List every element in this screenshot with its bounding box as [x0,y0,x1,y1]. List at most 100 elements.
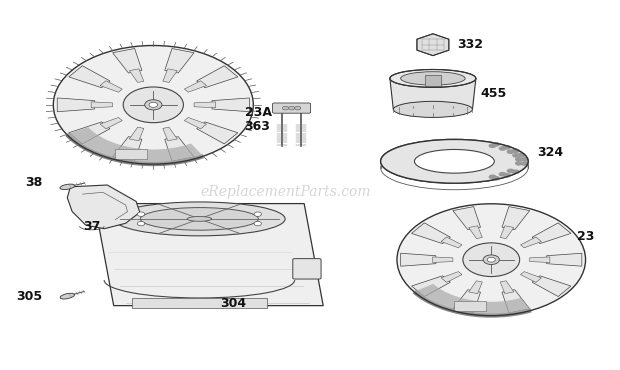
Circle shape [492,142,500,147]
Circle shape [138,221,144,226]
Circle shape [483,255,499,265]
Polygon shape [532,276,571,296]
Circle shape [463,243,520,276]
Polygon shape [500,281,514,294]
Circle shape [521,161,529,166]
Polygon shape [69,66,110,88]
Circle shape [512,169,520,174]
Polygon shape [401,253,436,266]
Circle shape [503,173,511,178]
Polygon shape [197,66,238,88]
Polygon shape [113,48,142,73]
Polygon shape [390,78,476,110]
Circle shape [53,46,254,164]
Text: 23A: 23A [246,105,272,119]
Circle shape [492,176,500,181]
Polygon shape [547,253,582,266]
Polygon shape [197,122,238,144]
Polygon shape [521,272,541,282]
Ellipse shape [414,149,494,173]
Polygon shape [184,81,206,92]
Circle shape [138,212,144,216]
Polygon shape [469,226,482,239]
Polygon shape [130,127,144,141]
Polygon shape [184,117,206,129]
Polygon shape [69,122,110,144]
Circle shape [518,152,526,157]
Polygon shape [212,98,249,112]
Ellipse shape [390,70,476,87]
Circle shape [487,257,495,262]
Polygon shape [412,276,450,296]
Polygon shape [165,137,194,161]
Polygon shape [433,257,453,262]
Polygon shape [521,237,541,248]
Polygon shape [100,81,122,92]
Text: 363: 363 [244,120,270,133]
Polygon shape [529,257,550,262]
Polygon shape [502,290,529,313]
FancyBboxPatch shape [115,149,147,159]
Polygon shape [453,290,480,313]
Text: 23: 23 [577,229,595,242]
Circle shape [254,221,262,226]
Ellipse shape [187,216,211,221]
Circle shape [254,212,262,216]
Polygon shape [502,206,529,230]
Circle shape [282,106,288,110]
Ellipse shape [113,202,285,236]
Polygon shape [163,127,177,141]
Circle shape [498,146,507,151]
Ellipse shape [296,107,306,111]
Circle shape [512,148,520,153]
Text: 324: 324 [538,146,564,159]
Text: 304: 304 [220,297,246,310]
Circle shape [515,157,523,162]
Polygon shape [441,237,462,248]
Polygon shape [130,69,144,83]
Ellipse shape [60,293,74,299]
Circle shape [512,153,520,158]
Polygon shape [412,223,450,243]
Circle shape [498,172,507,176]
Circle shape [149,102,157,107]
Polygon shape [163,69,177,83]
Polygon shape [91,102,113,108]
Circle shape [521,157,529,161]
Circle shape [144,100,162,110]
Ellipse shape [140,208,259,230]
Text: 455: 455 [481,87,507,100]
Ellipse shape [401,72,465,85]
Circle shape [489,143,497,148]
FancyBboxPatch shape [454,302,486,311]
Polygon shape [165,48,194,73]
Ellipse shape [277,107,287,111]
Text: 305: 305 [17,290,43,303]
Polygon shape [453,206,480,230]
Text: 332: 332 [458,38,484,51]
Polygon shape [95,204,323,306]
Circle shape [503,145,511,149]
Circle shape [294,106,301,110]
Circle shape [123,87,184,123]
Polygon shape [414,284,531,316]
FancyBboxPatch shape [293,259,321,279]
Circle shape [507,149,515,154]
Polygon shape [113,137,142,161]
Polygon shape [194,102,216,108]
Polygon shape [417,34,449,56]
Polygon shape [67,127,203,164]
Circle shape [515,161,523,166]
Polygon shape [68,185,140,229]
FancyBboxPatch shape [273,103,311,113]
Polygon shape [500,226,514,239]
Ellipse shape [60,184,74,189]
Circle shape [507,169,515,173]
Polygon shape [469,281,482,294]
Polygon shape [381,139,528,183]
Ellipse shape [393,101,472,117]
Circle shape [397,204,585,316]
Text: 37: 37 [83,221,100,233]
Polygon shape [100,117,122,129]
Circle shape [288,106,294,110]
